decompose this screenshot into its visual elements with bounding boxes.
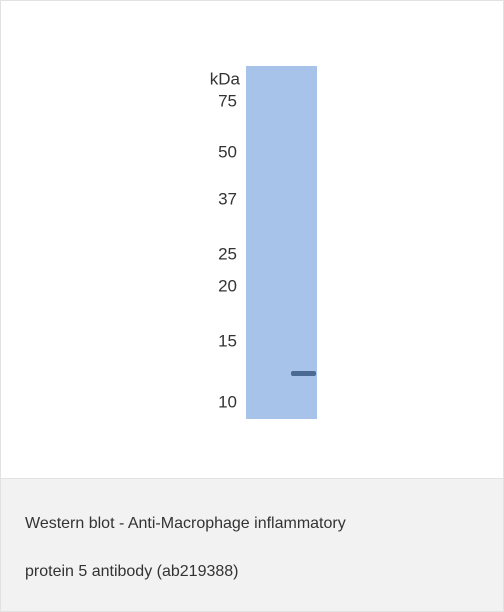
- marker-label: 50: [218, 142, 237, 161]
- marker-label: 15: [218, 331, 237, 350]
- marker-label: 25: [218, 244, 237, 263]
- blot-band: [291, 371, 316, 376]
- western-blot: kDa 75 50 37 25 20 15 10: [1, 1, 503, 478]
- marker-label: 75: [218, 91, 237, 110]
- caption: Western blot - Anti-Macrophage inflammat…: [1, 479, 503, 611]
- caption-line: protein 5 antibody (ab219388): [25, 563, 239, 581]
- figure: kDa 75 50 37 25 20 15 10: [1, 1, 503, 479]
- marker-label: 20: [218, 276, 237, 295]
- caption-line: Western blot - Anti-Macrophage inflammat…: [25, 515, 346, 533]
- marker-label: 10: [218, 392, 237, 411]
- product-image-card: kDa 75 50 37 25 20 15 10 Western blot - Anti-M…: [0, 0, 504, 612]
- marker-label: 37: [218, 189, 237, 208]
- unit-label: kDa: [210, 69, 241, 88]
- blot-lane: [246, 66, 317, 419]
- marker-labels: 75 50 37 25 20 15 10: [218, 91, 237, 411]
